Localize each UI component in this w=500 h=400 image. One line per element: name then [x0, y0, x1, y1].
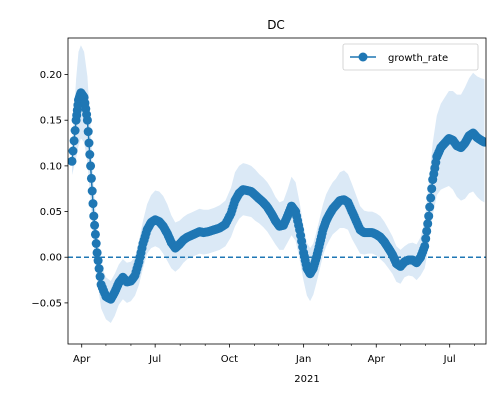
- chart-title: DC: [267, 18, 285, 32]
- data-point-interp: [88, 199, 98, 209]
- data-point-interp: [68, 146, 78, 156]
- data-point-interp: [70, 126, 80, 135]
- x-tick-label: Jul: [148, 354, 161, 365]
- data-point-interp: [83, 127, 93, 137]
- legend-box: [342, 43, 479, 71]
- legend-label-growth-rate: growth_rate: [388, 53, 448, 64]
- x-axis: Apr Jul Oct Jan Apr Jul: [73, 344, 476, 365]
- data-point-interp: [86, 173, 96, 183]
- data-point: [420, 241, 430, 251]
- data-point-interp: [69, 136, 79, 146]
- data-point-interp: [421, 234, 431, 244]
- data-point-interp: [422, 226, 432, 236]
- legend: growth_rate: [342, 43, 479, 71]
- data-point-interp: [87, 186, 97, 196]
- data-point: [92, 248, 102, 258]
- data-point-interp: [90, 220, 100, 230]
- y-tick-label: 0.10: [40, 161, 62, 172]
- data-point-interp: [85, 150, 95, 159]
- data-point-interp: [93, 256, 103, 266]
- data-point: [89, 211, 99, 221]
- data-point-interp: [427, 184, 437, 194]
- data-point: [86, 161, 96, 171]
- data-point: [424, 211, 434, 221]
- x-tick-label: Oct: [221, 354, 238, 365]
- data-point-interp: [95, 272, 105, 282]
- data-point: [68, 156, 77, 166]
- data-point-interp: [90, 229, 100, 239]
- x-year-label: 2021: [294, 374, 319, 385]
- data-point: [82, 115, 92, 125]
- data-point: [479, 137, 486, 147]
- x-tick-label: Apr: [368, 354, 386, 365]
- y-tick-label: 0.00: [40, 253, 62, 264]
- y-tick-label: 0.05: [40, 207, 62, 218]
- data-point-interp: [94, 264, 104, 274]
- legend-marker-sample: [358, 52, 368, 62]
- growth-rate-markers: [68, 88, 486, 304]
- confidence-band: [72, 45, 485, 324]
- data-point-interp: [425, 202, 435, 212]
- y-tick-label: 0.20: [40, 70, 62, 81]
- plot-frame: [67, 37, 487, 345]
- x-tick-label: Jan: [295, 354, 311, 365]
- data-point-interp: [423, 219, 433, 229]
- data-point-interp: [84, 138, 94, 148]
- data-point-interp: [426, 193, 436, 203]
- y-axis: −0.05 0.00 0.05 0.10 0.15 0.20: [31, 70, 68, 309]
- x-tick-label: Jul: [443, 354, 456, 365]
- y-tick-label: 0.15: [40, 116, 62, 127]
- x-tick-label: Apr: [73, 354, 91, 365]
- data-point-interp: [91, 239, 101, 248]
- y-tick-label: −0.05: [31, 298, 62, 309]
- plot-area: [68, 45, 486, 324]
